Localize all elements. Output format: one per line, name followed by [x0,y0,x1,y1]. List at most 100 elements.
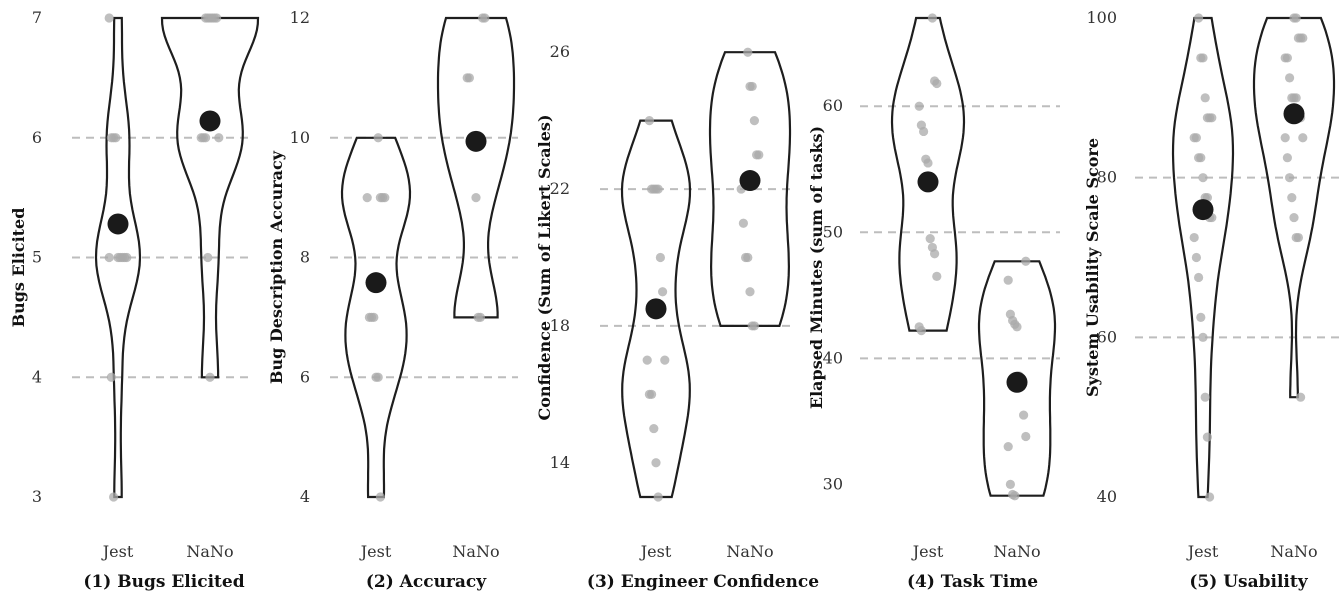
y-tick-label: 40 [823,348,843,367]
data-point [1285,173,1295,183]
data-point [647,389,657,399]
mean-marker [1192,199,1214,221]
mean-marker [199,110,221,132]
data-point [1189,232,1199,243]
data-point [104,13,114,23]
y-tick-label: 8 [300,248,310,267]
violin-jest [1171,16,1235,499]
y-tick-label: 3 [32,487,42,506]
panel-title: (5) Usability [1189,572,1308,592]
data-point [1194,272,1204,283]
data-point [464,73,474,83]
y-tick-label: 40 [1097,487,1117,506]
violin-nano [977,260,1057,497]
data-point [649,423,659,434]
data-point [1291,93,1301,103]
data-point [104,252,114,263]
data-point [1285,73,1295,83]
x-category-label: NaNo [993,542,1040,561]
panel-title: (1) Bugs Elicited [83,572,244,592]
y-axis-label: System Usability Scale Score [1083,138,1102,397]
y-tick-label: 22 [550,179,570,198]
data-point [642,355,652,365]
y-axis-label: Bugs Elicited [9,208,28,328]
data-point [655,252,666,263]
x-category-label: NaNo [726,542,773,561]
data-point [1003,441,1013,452]
data-point [480,13,490,23]
data-point [923,158,933,168]
y-tick-label: 50 [823,222,843,241]
data-point [373,372,383,382]
data-point [1291,13,1301,23]
data-point [106,372,116,382]
data-point [373,133,383,143]
data-point [1003,275,1013,285]
x-category-label: NaNo [452,542,499,561]
y-tick-label: 6 [300,367,310,386]
data-point [380,193,390,203]
data-point [1196,312,1206,322]
data-point [212,13,222,23]
violin-jest [620,119,692,499]
data-point [919,126,929,137]
mean-marker [365,272,387,294]
mean-marker [1283,103,1305,125]
data-point [1205,492,1215,502]
data-point [916,326,927,336]
data-point [1198,53,1208,63]
y-tick-label: 12 [290,8,310,27]
data-point [1021,256,1031,266]
x-category-label: Jest [1186,542,1219,561]
violin-jest [890,16,966,332]
x-category-label: Jest [101,542,134,561]
y-tick-label: 18 [550,316,570,335]
data-point [660,355,670,365]
violin-nano [1252,16,1336,399]
data-point [1280,133,1290,143]
violin-nano [160,16,260,379]
y-tick-label: 10 [290,128,310,147]
y-axis-label: Confidence (Sum of Likert Scales) [535,114,554,420]
data-point [749,321,760,331]
data-point [1298,33,1308,43]
chart-panel-2: 4 6 8 10 12 Bug Description Accuracy Jest NaNo (… [267,8,518,592]
data-point [201,133,211,143]
data-point [214,133,224,143]
y-tick-label: 80 [1097,168,1117,187]
data-point [1289,212,1299,223]
data-point [1019,410,1029,420]
x-category-label: NaNo [186,542,233,561]
data-point [747,81,757,92]
mean-marker [465,130,487,152]
violin-jest [94,16,142,499]
data-point [754,150,764,160]
data-point [111,133,121,143]
chart-panel-5: 40 60 80 100 System Usability Scale Score Jes… [1083,8,1343,592]
data-point [738,218,749,228]
data-point [1196,153,1206,163]
y-tick-label: 4 [300,487,310,506]
data-point [743,47,753,57]
data-point [1191,252,1201,263]
panel-title: (4) Task Time [907,572,1038,592]
y-tick-label: 30 [823,474,843,493]
chart-panel-3: 14 18 22 26 Confidence (Sum of Likert Scales… [535,42,819,592]
data-point [1200,392,1210,402]
mean-marker [645,298,667,320]
mean-marker [107,213,129,235]
data-point [369,312,379,322]
y-tick-label: 14 [550,453,570,472]
y-tick-label: 60 [823,96,843,115]
data-point [1194,13,1204,23]
data-point [930,249,940,259]
y-tick-label: 100 [1086,8,1117,27]
data-point [109,492,119,502]
mean-marker [917,171,939,193]
x-category-label: Jest [639,542,672,561]
data-point [1005,479,1016,489]
data-point [1010,491,1020,501]
data-point [743,252,753,263]
data-point [203,252,213,263]
x-category-label: NaNo [1270,542,1317,561]
